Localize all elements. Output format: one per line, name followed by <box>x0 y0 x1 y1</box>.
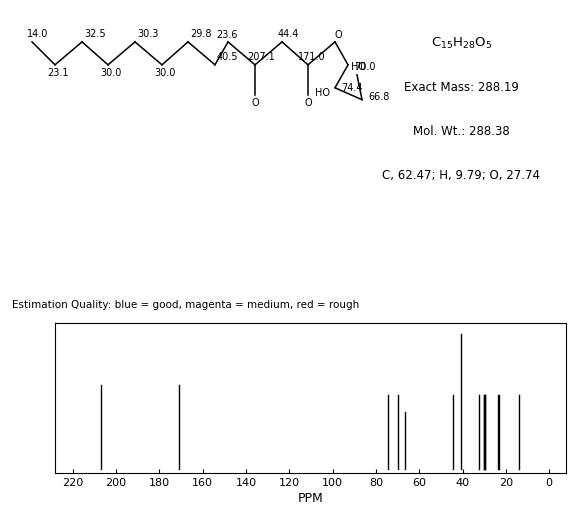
Text: O: O <box>304 98 312 108</box>
Text: O: O <box>251 98 259 108</box>
Text: 30.0: 30.0 <box>100 68 121 78</box>
Text: O: O <box>334 30 342 40</box>
Text: 14.0: 14.0 <box>27 29 48 39</box>
Text: 171.0: 171.0 <box>298 52 326 62</box>
Text: 70.0: 70.0 <box>354 62 376 72</box>
Text: HO: HO <box>352 62 367 72</box>
Text: 44.4: 44.4 <box>278 29 300 39</box>
Text: 207.1: 207.1 <box>247 52 274 62</box>
Text: 30.3: 30.3 <box>137 29 158 39</box>
Text: $\rm C_{15}H_{28}O_5$: $\rm C_{15}H_{28}O_5$ <box>431 36 492 51</box>
Text: Exact Mass: 288.19: Exact Mass: 288.19 <box>404 80 519 94</box>
Text: C, 62.47; H, 9.79; O, 27.74: C, 62.47; H, 9.79; O, 27.74 <box>383 168 540 182</box>
X-axis label: PPM: PPM <box>298 492 324 505</box>
Text: 23.1: 23.1 <box>47 68 68 78</box>
Text: HO: HO <box>315 88 330 98</box>
Text: 40.5: 40.5 <box>217 52 238 62</box>
Text: 66.8: 66.8 <box>368 92 390 102</box>
Text: 74.4: 74.4 <box>341 83 363 93</box>
Text: Mol. Wt.: 288.38: Mol. Wt.: 288.38 <box>413 125 510 137</box>
Text: 32.5: 32.5 <box>84 29 106 39</box>
Text: 30.0: 30.0 <box>154 68 175 78</box>
Text: Estimation Quality: blue = good, magenta = medium, red = rough: Estimation Quality: blue = good, magenta… <box>12 300 359 310</box>
Text: 29.8: 29.8 <box>190 29 211 39</box>
Text: 23.6: 23.6 <box>216 30 238 40</box>
